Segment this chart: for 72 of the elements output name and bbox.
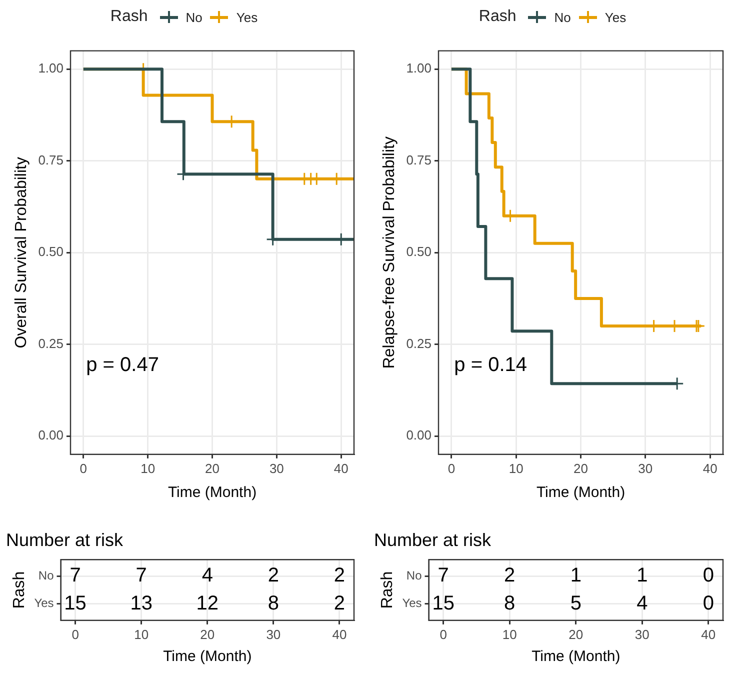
x-axis-title: Time (Month)	[536, 484, 626, 502]
x-tick-label: 40	[334, 460, 348, 476]
data-label: 15	[432, 592, 454, 614]
y-tick-label: 1.00	[406, 60, 432, 76]
chart-title: Number at risk	[6, 530, 124, 550]
y-axis-title: Relapse-free Survival Probability	[381, 136, 398, 369]
data-label: 15	[64, 592, 86, 614]
x-tick-label: 40	[332, 626, 347, 642]
x-axis-title: Time (Month)	[168, 484, 257, 502]
x-tick-label: 30	[269, 460, 284, 476]
x-tick-label: 40	[702, 460, 718, 476]
x-tick-label: 20	[205, 460, 220, 476]
legend-label: Yes	[236, 10, 258, 24]
x-tick-label: 30	[634, 626, 650, 642]
data-label: 13	[130, 592, 152, 614]
x-tick-label: 0	[72, 626, 79, 642]
data-label: 2	[334, 592, 346, 614]
data-label: 2	[334, 564, 346, 587]
y-tick-label: 0.25	[38, 336, 64, 351]
y-tick-label: 0.00	[38, 428, 64, 443]
x-tick-label: 30	[638, 460, 653, 476]
data-label: 12	[196, 592, 219, 614]
data-label: 8	[268, 592, 279, 614]
data-label: 7	[438, 564, 449, 587]
data-label: 1	[636, 564, 648, 587]
x-tick-label: 10	[134, 626, 149, 642]
x-tick-label: 10	[502, 626, 517, 642]
legend-label: No	[554, 10, 571, 24]
y-tick-label: 0.25	[406, 336, 432, 351]
data-label: 5	[570, 592, 582, 614]
x-tick-label: 20	[574, 460, 588, 476]
chart-title: Number at risk	[374, 530, 492, 550]
legend-label: No	[186, 10, 202, 24]
legend-title: Rash	[478, 8, 516, 26]
y-tick-label: 0.50	[38, 244, 64, 260]
data-label: 7	[136, 564, 147, 587]
x-tick-label: 10	[140, 460, 156, 476]
x-tick-label: 20	[568, 626, 584, 642]
data-label: 0	[702, 592, 714, 614]
x-tick-label: 30	[266, 626, 281, 642]
data-label: 2	[504, 564, 516, 587]
y-tick-label: Yes	[34, 596, 54, 610]
x-tick-label: 20	[200, 626, 215, 642]
x-axis-title: Time (Month)	[163, 648, 252, 666]
x-tick-label: 10	[508, 460, 524, 476]
y-axis-title: Overall Survival Probability	[13, 157, 30, 348]
y-axis-title: Rash	[11, 571, 28, 609]
y-tick-label: No	[38, 568, 54, 582]
y-tick-label: 0.00	[406, 428, 432, 443]
data-label: 7	[70, 564, 81, 587]
y-tick-label: 0.50	[406, 244, 432, 260]
data-label: 0	[702, 564, 714, 587]
y-tick-label: 0.75	[38, 152, 64, 168]
x-tick-label: 0	[80, 460, 88, 476]
annotation: p = 0.14	[454, 354, 527, 376]
y-tick-label: 0.75	[406, 152, 432, 168]
y-tick-label: No	[406, 568, 422, 582]
x-axis-title: Time (Month)	[532, 648, 620, 666]
data-label: 1	[570, 564, 582, 587]
annotation: p = 0.47	[86, 354, 159, 376]
x-tick-label: 40	[701, 626, 716, 642]
x-tick-label: 0	[440, 626, 447, 642]
y-axis-title: Rash	[379, 571, 396, 609]
data-label: 8	[504, 592, 516, 614]
data-label: 2	[268, 564, 279, 587]
y-tick-label: Yes	[402, 596, 422, 610]
data-label: 4	[202, 564, 213, 587]
legend-title: Rash	[110, 8, 148, 26]
legend-label: Yes	[604, 10, 626, 24]
data-label: 4	[636, 592, 648, 614]
x-tick-label: 0	[448, 460, 456, 476]
y-tick-label: 1.00	[38, 60, 64, 76]
